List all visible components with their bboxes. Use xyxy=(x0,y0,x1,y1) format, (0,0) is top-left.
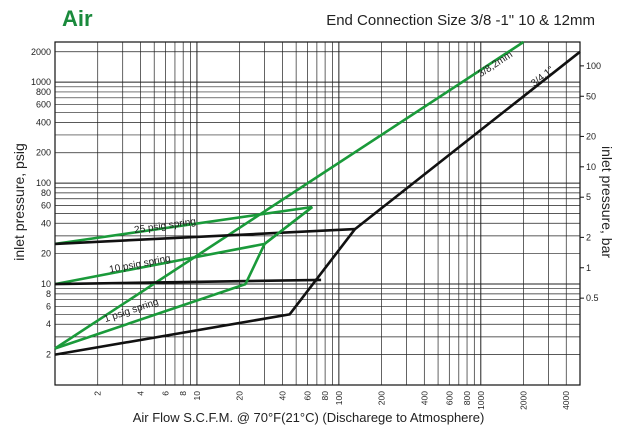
y-tick-label: 20 xyxy=(41,249,51,259)
series-line xyxy=(54,227,356,246)
x-tick-label: 20 xyxy=(235,391,245,401)
y-right-tick-label: 5 xyxy=(586,192,591,202)
x-tick-label: 800 xyxy=(462,391,472,405)
series-layer xyxy=(54,40,581,356)
y-tick-label: 60 xyxy=(41,201,51,211)
y-right-tick-label: 10 xyxy=(586,162,596,172)
y-tick-label: 80 xyxy=(41,188,51,198)
grid-layer xyxy=(54,41,584,386)
x-tick-label: 200 xyxy=(377,391,387,405)
x-tick-label: 6 xyxy=(160,391,170,396)
series-line xyxy=(54,278,322,286)
x-axis-label: Air Flow S.C.F.M. @ 70°F(21°C) (Dischare… xyxy=(132,410,485,425)
y-tick-label: 4 xyxy=(46,319,51,329)
y-tick-label: 100 xyxy=(36,178,51,188)
y-tick-label: 10 xyxy=(41,279,51,289)
x-tick-label: 8 xyxy=(178,391,188,396)
y-tick-label: 2000 xyxy=(31,47,51,57)
y-tick-label: 400 xyxy=(36,117,51,127)
y-tick-label: 40 xyxy=(41,218,51,228)
chart-title: Air xyxy=(62,6,93,31)
series-label: 10 psig spring xyxy=(108,253,171,275)
y-tick-label: 800 xyxy=(36,87,51,97)
y-right-tick-label: 100 xyxy=(586,61,601,71)
x-tick-label: 400 xyxy=(419,391,429,405)
x-tick-label: 2 xyxy=(93,391,103,396)
series-label: 1 psig spring xyxy=(103,297,160,326)
series-label: 25 psig spring xyxy=(133,216,196,236)
y-tick-label: 6 xyxy=(46,301,51,311)
y-tick-label: 2 xyxy=(46,350,51,360)
x-tick-label: 10 xyxy=(192,391,202,401)
y-right-tick-label: 50 xyxy=(586,91,596,101)
y-tick-label: 1000 xyxy=(31,77,51,87)
x-tick-label: 4 xyxy=(135,391,145,396)
y-right-tick-label: 2 xyxy=(586,232,591,242)
series-label: 3/4,1" xyxy=(529,65,556,90)
series-label: 3/8,2mm xyxy=(476,49,515,80)
y-right-tick-label: 0.5 xyxy=(586,293,599,303)
x-tick-label: 1000 xyxy=(476,391,486,410)
series-line xyxy=(54,205,313,246)
series-line xyxy=(54,205,314,350)
y-tick-label: 600 xyxy=(36,100,51,110)
series-line xyxy=(54,50,581,356)
x-tick-label: 4000 xyxy=(561,391,571,410)
x-tick-label: 60 xyxy=(302,391,312,401)
x-tick-label: 80 xyxy=(320,391,330,401)
series-line xyxy=(54,40,525,350)
y-tick-label: 200 xyxy=(36,148,51,158)
y-tick-label: 8 xyxy=(46,289,51,299)
x-tick-label: 2000 xyxy=(519,391,529,410)
x-tick-label: 600 xyxy=(444,391,454,405)
y-right-tick-label: 20 xyxy=(586,131,596,141)
x-tick-label: 100 xyxy=(334,391,344,405)
chart-subtitle: End Connection Size 3/8 -1" 10 & 12mm xyxy=(326,12,595,29)
y-right-tick-label: 1 xyxy=(586,263,591,273)
x-tick-label: 40 xyxy=(277,391,287,401)
